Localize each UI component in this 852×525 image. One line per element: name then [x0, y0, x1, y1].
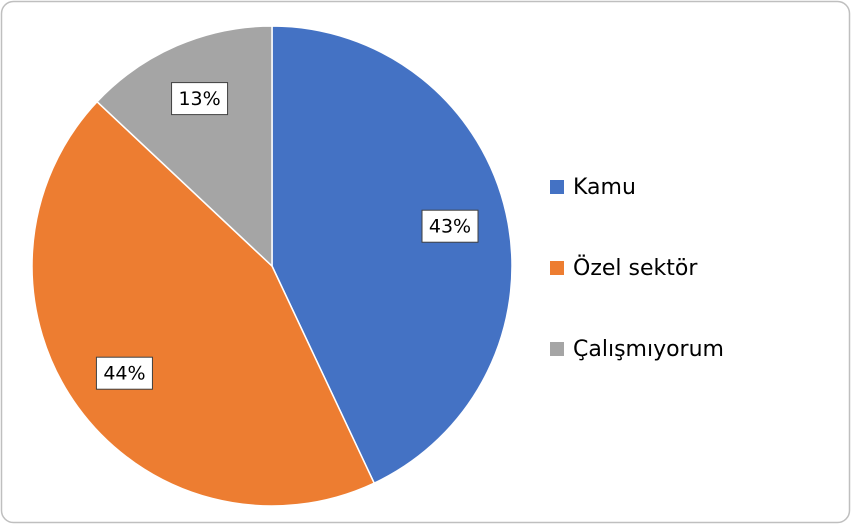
legend-label: Özel sektör [573, 255, 698, 281]
legend-swatch [550, 180, 564, 194]
data-label: 44% [103, 363, 145, 385]
data-label: 43% [429, 216, 471, 238]
data-label: 13% [178, 88, 220, 110]
data-label-box [95, 356, 153, 390]
data-label-box [171, 82, 229, 116]
pie-slice [271, 25, 513, 485]
pie-slice [31, 100, 376, 507]
legend-label: Kamu [573, 175, 636, 200]
legend-label: Çalışmıyorum [573, 337, 724, 362]
pie-slice [95, 25, 273, 268]
legend-swatch [550, 342, 564, 356]
data-label-box [421, 209, 479, 243]
legend-swatch [550, 261, 564, 275]
